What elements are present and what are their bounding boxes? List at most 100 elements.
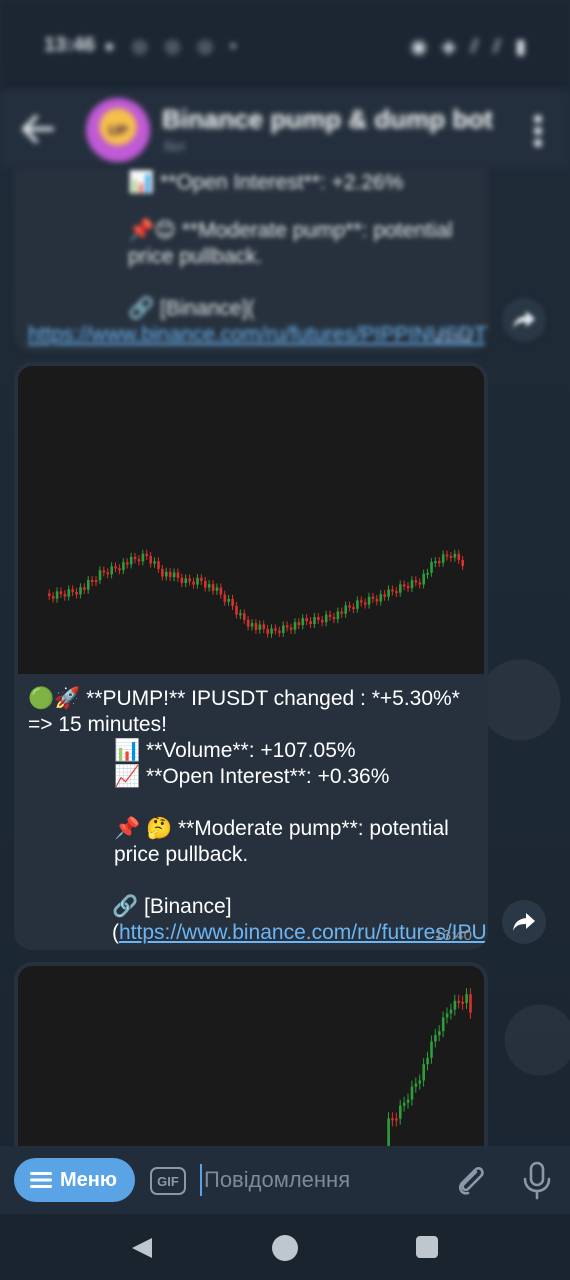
message-input-bar: Меню GIF: [0, 1146, 570, 1214]
candle: [141, 553, 145, 562]
candle: [313, 617, 316, 625]
candle: [395, 591, 398, 594]
candle: [430, 562, 433, 573]
message-line-moderate-pump: 📌 🤔 **Moderate pump**: potential price p…: [114, 817, 455, 866]
candle: [223, 594, 227, 602]
price-chart-image[interactable]: [18, 966, 484, 1162]
candle: [172, 572, 176, 578]
message-line-volume: 📊 **Volume**: +107.05%: [114, 739, 356, 762]
candle: [149, 556, 152, 564]
status-system-icons: ◉ ◈ ⫽ ⫽ ▮: [410, 36, 530, 58]
status-time: 13:46: [44, 34, 96, 56]
nav-recent-apps-icon[interactable]: [416, 1236, 438, 1258]
forward-icon: [513, 913, 535, 931]
candle: [55, 591, 59, 599]
candle: [406, 1099, 410, 1103]
microphone-icon[interactable]: [522, 1160, 552, 1200]
candle: [379, 594, 383, 602]
candle: [192, 581, 195, 585]
candle: [274, 628, 277, 631]
message-line: 📌😊 **Moderate pump**: potential price pu…: [128, 219, 459, 268]
candle: [438, 561, 441, 564]
candle: [239, 613, 242, 616]
candle: [344, 605, 347, 614]
message-bubble-pump-alert: 🟢🚀 **PUMP!** IPUSDT changed : *+5.30%* =…: [14, 362, 488, 950]
message-input[interactable]: [200, 1164, 440, 1196]
candle: [363, 602, 367, 605]
candle: [87, 580, 90, 590]
candle: [375, 598, 379, 602]
candle: [445, 1013, 449, 1018]
more-vertical-icon[interactable]: [532, 114, 544, 148]
candle: [254, 623, 258, 630]
candle: [410, 580, 414, 589]
nav-back-icon[interactable]: [130, 1236, 154, 1260]
candle: [360, 600, 363, 603]
candle: [418, 1080, 422, 1084]
message-time: 13:40: [434, 927, 472, 944]
candle: [207, 584, 211, 588]
candle: [395, 1118, 398, 1121]
candle: [196, 577, 199, 585]
candle: [94, 580, 98, 583]
hamburger-icon: [30, 1172, 52, 1188]
candle: [336, 611, 340, 620]
bot-menu-button[interactable]: Меню: [14, 1158, 135, 1202]
candle: [176, 572, 180, 578]
candle: [235, 606, 238, 615]
candle: [297, 622, 301, 626]
candle: [278, 630, 281, 633]
candle: [391, 1118, 394, 1121]
status-notification-icons: ● ◎ ◎ ◎ •: [104, 36, 243, 56]
candle: [67, 589, 71, 597]
message-time: 13:31: [434, 329, 472, 346]
binance-link[interactable]: https://www.binance.com/ru/futures/IPUSD…: [119, 921, 488, 944]
candle: [231, 598, 234, 606]
candlestick-chart: [387, 988, 472, 1162]
status-bar: 13:46 ● ◎ ◎ ◎ • ◉ ◈ ⫽ ⫽ ▮: [0, 0, 570, 90]
candle: [414, 580, 418, 583]
candle: [340, 611, 344, 614]
candle: [457, 1000, 461, 1003]
candle: [63, 594, 67, 597]
avatar[interactable]: UP: [86, 98, 150, 162]
paperclip-icon[interactable]: [454, 1162, 486, 1198]
binance-link[interactable]: https://www.binance.com/ru/futures/PIPPI…: [28, 323, 487, 346]
candle: [262, 624, 266, 630]
candle: [383, 594, 386, 597]
forward-button[interactable]: [502, 900, 546, 944]
candle: [399, 584, 402, 593]
candle: [309, 621, 312, 625]
candle: [399, 1105, 402, 1119]
candle: [356, 600, 359, 609]
candle: [418, 582, 422, 585]
candle: [305, 618, 308, 622]
nav-home-icon[interactable]: [272, 1235, 298, 1261]
price-chart-image[interactable]: [18, 366, 484, 674]
back-arrow-icon[interactable]: [20, 114, 54, 144]
candle: [118, 568, 121, 571]
candle: [406, 586, 410, 589]
candle: [165, 571, 168, 577]
link-suffix: ): [487, 323, 488, 346]
candle: [426, 572, 429, 575]
candle: [387, 1118, 390, 1162]
candle: [461, 559, 464, 566]
candle: [449, 556, 453, 558]
menu-label: Меню: [60, 1168, 117, 1191]
candle: [434, 561, 437, 564]
chat-title[interactable]: Binance pump & dump bot: [162, 104, 493, 134]
candle: [200, 577, 203, 581]
candle: [402, 584, 406, 587]
candle: [328, 614, 332, 617]
candle: [352, 607, 355, 610]
forward-button[interactable]: [502, 298, 546, 342]
candle: [137, 559, 141, 562]
candle: [434, 1035, 437, 1042]
candle: [90, 580, 94, 582]
candle: [391, 589, 394, 592]
candle: [75, 591, 78, 595]
gif-icon[interactable]: GIF: [150, 1167, 186, 1195]
candle: [317, 617, 320, 620]
candle: [457, 553, 461, 560]
